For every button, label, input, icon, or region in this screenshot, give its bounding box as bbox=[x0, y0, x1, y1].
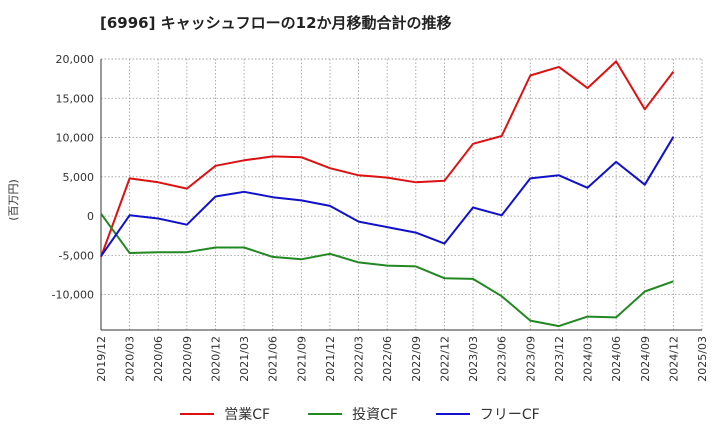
x-tick-label: 2020/06 bbox=[152, 336, 165, 382]
x-tick-label: 2023/09 bbox=[524, 336, 537, 382]
legend-item-free: フリーCF bbox=[435, 404, 540, 424]
x-tick-label: 2021/03 bbox=[238, 336, 251, 382]
y-tick-label: 0 bbox=[87, 210, 94, 223]
legend-swatch-free bbox=[435, 413, 470, 415]
legend-swatch-operating bbox=[180, 413, 215, 415]
grid-lines bbox=[100, 58, 703, 330]
x-tick-labels: 2019/12 2020/03 2020/06 2020/09 2020/12 2021/… bbox=[95, 336, 709, 382]
x-tick-label: 2021/12 bbox=[324, 336, 337, 382]
legend-label-investing: 投資CF bbox=[352, 407, 398, 423]
legend: 営業CF 投資CF フリーCF bbox=[0, 404, 720, 424]
x-tick-label: 2024/03 bbox=[582, 336, 595, 382]
x-tick-label: 2025/03 bbox=[696, 336, 709, 382]
y-tick-labels: -10,000 -5,000 0 5,000 10,000 15,000 20,000 bbox=[52, 53, 94, 302]
y-tick-label: 5,000 bbox=[63, 171, 95, 184]
y-tick-label: 20,000 bbox=[56, 53, 95, 66]
x-tick-label: 2020/09 bbox=[181, 336, 194, 382]
x-tick-label: 2022/12 bbox=[438, 336, 451, 382]
x-tick-label: 2022/03 bbox=[353, 336, 366, 382]
x-tick-label: 2023/03 bbox=[467, 336, 480, 382]
series-lines bbox=[100, 60, 675, 328]
y-tick-label: 10,000 bbox=[56, 132, 95, 145]
x-tick-label: 2022/06 bbox=[381, 336, 394, 382]
chart-title: [6996] キャッシュフローの12か月移動合計の推移 bbox=[100, 14, 452, 32]
x-tick-label: 2022/09 bbox=[410, 336, 423, 382]
y-tick-label: -5,000 bbox=[59, 249, 94, 262]
series-line-1 bbox=[100, 213, 674, 328]
x-tick-label: 2021/06 bbox=[267, 336, 280, 382]
y-tick-label: 15,000 bbox=[56, 92, 95, 105]
x-tick-label: 2023/06 bbox=[496, 336, 509, 382]
x-tick-label: 2020/12 bbox=[209, 336, 222, 382]
x-tick-label: 2024/12 bbox=[667, 336, 680, 382]
y-axis-label: (百万円) bbox=[7, 179, 20, 221]
legend-swatch-investing bbox=[308, 413, 343, 415]
legend-label-free: フリーCF bbox=[479, 407, 540, 423]
x-tick-label: 2024/06 bbox=[610, 336, 623, 382]
x-tick-label: 2024/09 bbox=[639, 336, 652, 382]
x-tick-label: 2023/12 bbox=[553, 336, 566, 382]
legend-label-operating: 営業CF bbox=[224, 407, 271, 423]
x-tick-label: 2021/09 bbox=[295, 336, 308, 382]
series-line-2 bbox=[100, 136, 675, 257]
x-tick-label: 2020/03 bbox=[124, 336, 137, 382]
series-line-0 bbox=[100, 60, 675, 258]
y-tick-label: -10,000 bbox=[52, 289, 94, 302]
x-tick-label: 2019/12 bbox=[95, 336, 108, 382]
legend-item-investing: 投資CF bbox=[308, 404, 398, 424]
legend-item-operating: 営業CF bbox=[180, 404, 270, 424]
axes bbox=[100, 59, 702, 331]
